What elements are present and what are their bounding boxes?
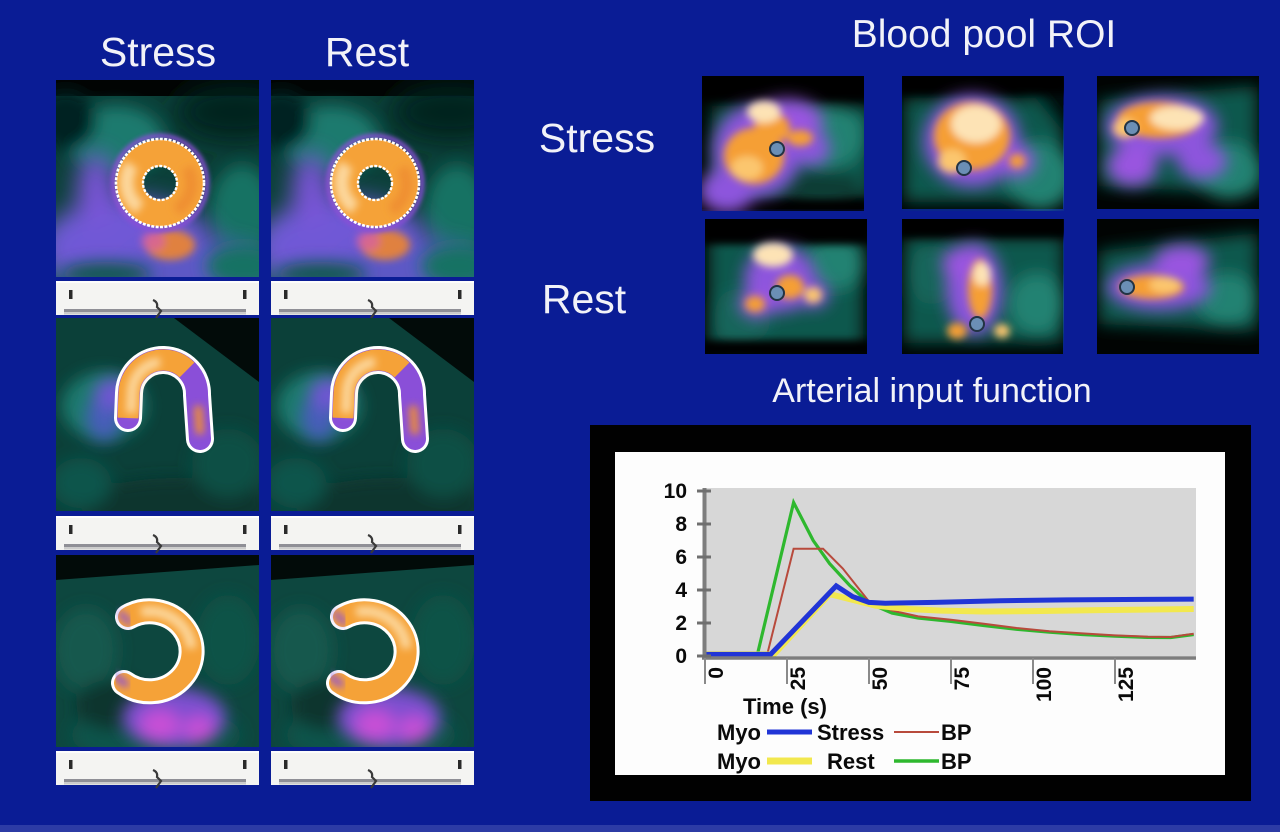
svg-text:25: 25 <box>787 667 810 691</box>
svg-text:8: 8 <box>675 513 687 536</box>
svg-text:4: 4 <box>675 579 687 602</box>
svg-text:10: 10 <box>664 480 687 503</box>
svg-text:6: 6 <box>675 546 687 569</box>
svg-text:0: 0 <box>675 645 687 668</box>
svg-text:Rest: Rest <box>542 276 627 322</box>
svg-text:125: 125 <box>1115 667 1138 702</box>
svg-text:Stress: Stress <box>539 115 655 161</box>
svg-text:0: 0 <box>705 667 728 679</box>
svg-text:Stress: Stress <box>817 720 884 745</box>
svg-text:75: 75 <box>951 667 974 691</box>
svg-text:Blood pool ROI: Blood pool ROI <box>852 13 1117 56</box>
svg-text:Myo: Myo <box>717 720 761 745</box>
svg-text:Stress: Stress <box>100 29 216 75</box>
svg-text:Rest: Rest <box>827 749 875 774</box>
svg-text:2: 2 <box>675 612 687 635</box>
svg-text:BP: BP <box>941 749 972 774</box>
svg-text:50: 50 <box>869 667 892 690</box>
svg-text:100: 100 <box>1033 667 1056 702</box>
svg-text:BP: BP <box>941 720 972 745</box>
svg-text:Myo: Myo <box>717 749 761 774</box>
svg-text:Rest: Rest <box>325 29 410 75</box>
svg-text:Arterial input function: Arterial input function <box>772 372 1091 410</box>
svg-text:Time (s): Time (s) <box>743 694 827 719</box>
